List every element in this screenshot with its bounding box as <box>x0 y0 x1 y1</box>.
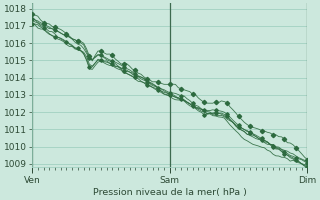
X-axis label: Pression niveau de la mer( hPa ): Pression niveau de la mer( hPa ) <box>93 188 247 197</box>
